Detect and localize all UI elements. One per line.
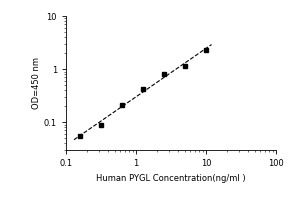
Y-axis label: OD=450 nm: OD=450 nm	[32, 57, 41, 109]
X-axis label: Human PYGL Concentration(ng/ml ): Human PYGL Concentration(ng/ml )	[96, 174, 246, 183]
